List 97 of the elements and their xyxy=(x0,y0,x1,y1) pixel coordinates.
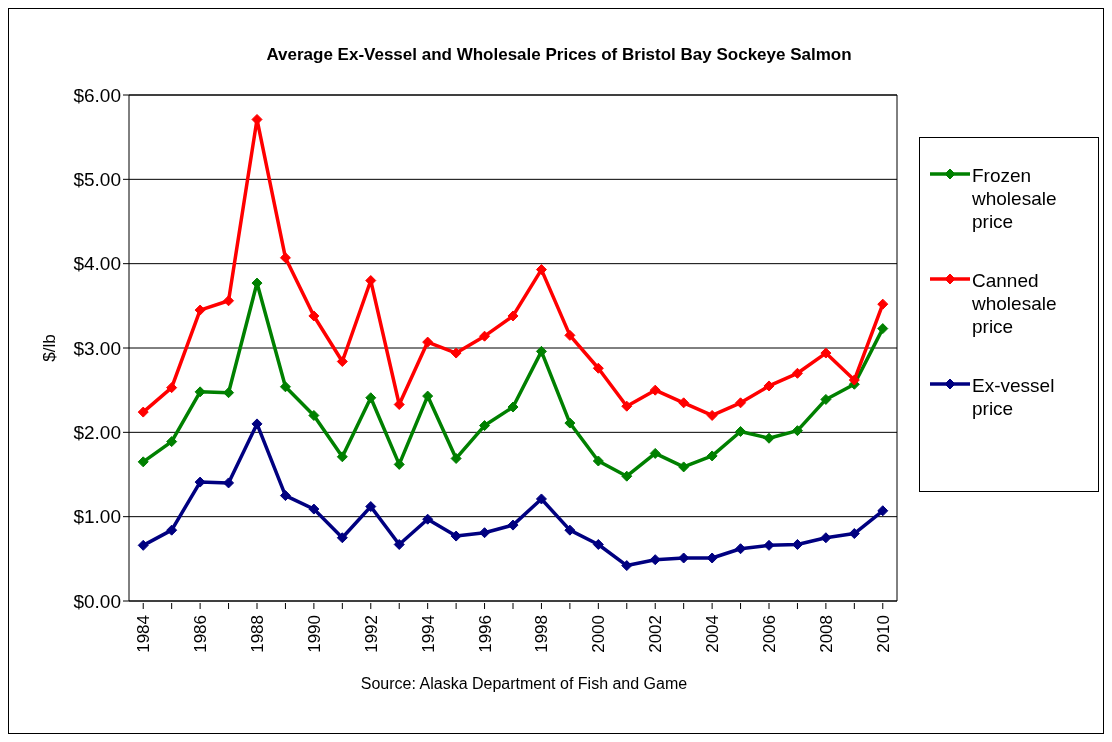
point xyxy=(592,455,604,467)
point xyxy=(763,380,775,392)
x-tick-label: 1996 xyxy=(475,615,495,653)
point xyxy=(820,393,832,405)
point xyxy=(848,528,860,540)
point xyxy=(422,513,434,525)
x-tick-label: 2002 xyxy=(646,615,666,653)
point xyxy=(564,417,576,429)
point xyxy=(223,387,235,399)
chart-title: Average Ex-Vessel and Wholesale Prices of Bristol Bay Sockeye Salmon xyxy=(265,45,853,65)
point xyxy=(422,390,434,402)
x-tick-label: 1986 xyxy=(191,615,211,653)
point xyxy=(763,539,775,551)
point xyxy=(763,432,775,444)
point xyxy=(365,392,377,404)
point xyxy=(535,264,547,276)
x-tick-label: 1990 xyxy=(304,615,324,653)
legend-label: Ex-vessel price xyxy=(972,374,1056,420)
source-note: Source: Alaska Department of Fish and Game xyxy=(359,675,689,693)
point xyxy=(223,295,235,307)
point xyxy=(479,420,491,432)
point xyxy=(166,524,178,536)
point xyxy=(223,477,235,489)
legend-label: Canned wholesale price xyxy=(972,269,1058,338)
point xyxy=(450,452,462,464)
point xyxy=(507,401,519,413)
x-tick-label: 2004 xyxy=(703,615,723,653)
point xyxy=(649,447,661,459)
point xyxy=(592,362,604,374)
x-tick-label: 2000 xyxy=(589,615,609,653)
point xyxy=(336,355,348,367)
point xyxy=(336,451,348,463)
point xyxy=(820,347,832,359)
point xyxy=(336,532,348,544)
point xyxy=(791,367,803,379)
point xyxy=(507,310,519,322)
point xyxy=(678,397,690,409)
x-tick-label: 1992 xyxy=(361,615,381,653)
point xyxy=(308,503,320,515)
point xyxy=(706,450,718,462)
y-tick-label: $5.00 xyxy=(73,169,121,191)
point xyxy=(308,310,320,322)
point xyxy=(621,560,633,572)
y-tick-label: $6.00 xyxy=(73,84,121,106)
x-tick-label: 2006 xyxy=(760,615,779,653)
x-tick-label: 1994 xyxy=(418,615,438,653)
point xyxy=(649,384,661,396)
point xyxy=(621,470,633,482)
point xyxy=(393,539,405,550)
point xyxy=(564,524,576,536)
point xyxy=(820,532,832,544)
point xyxy=(479,527,491,539)
point xyxy=(166,436,178,448)
point xyxy=(535,493,547,505)
point xyxy=(393,458,405,470)
point xyxy=(706,409,718,421)
x-tick-label: 1988 xyxy=(248,615,267,653)
y-tick-label: $0.00 xyxy=(73,590,121,612)
point xyxy=(450,530,462,542)
y-tick-label: $1.00 xyxy=(73,506,121,528)
point xyxy=(877,323,889,335)
point xyxy=(166,382,178,394)
point xyxy=(194,304,206,316)
point xyxy=(137,406,149,418)
point xyxy=(308,409,320,421)
point xyxy=(365,501,377,513)
point xyxy=(279,252,291,264)
y-tick-label: $2.00 xyxy=(73,422,121,444)
point xyxy=(422,336,434,348)
point xyxy=(137,539,149,551)
point xyxy=(848,374,860,386)
point xyxy=(877,298,889,310)
x-tick-label: 2008 xyxy=(816,615,836,653)
point xyxy=(450,347,462,359)
y-tick-label: $4.00 xyxy=(73,253,121,275)
point xyxy=(791,425,803,437)
point xyxy=(535,345,547,357)
legend-label: Frozen wholesale price xyxy=(972,164,1058,233)
y-tick-label: $3.00 xyxy=(73,337,121,359)
x-tick-label: 1984 xyxy=(134,615,154,653)
point xyxy=(279,381,291,393)
point xyxy=(194,386,206,398)
point xyxy=(877,505,889,517)
point xyxy=(592,539,604,550)
point xyxy=(735,425,747,437)
point xyxy=(251,418,263,430)
point xyxy=(507,519,519,531)
point xyxy=(678,461,690,473)
point xyxy=(479,330,491,342)
point xyxy=(279,490,291,502)
y-axis-title: $/lb xyxy=(40,334,60,362)
x-tick-label: 2010 xyxy=(873,615,893,653)
x-tick-label: 1998 xyxy=(532,615,552,653)
point xyxy=(137,456,149,468)
point xyxy=(564,329,576,341)
point xyxy=(735,397,747,409)
point xyxy=(621,400,633,412)
